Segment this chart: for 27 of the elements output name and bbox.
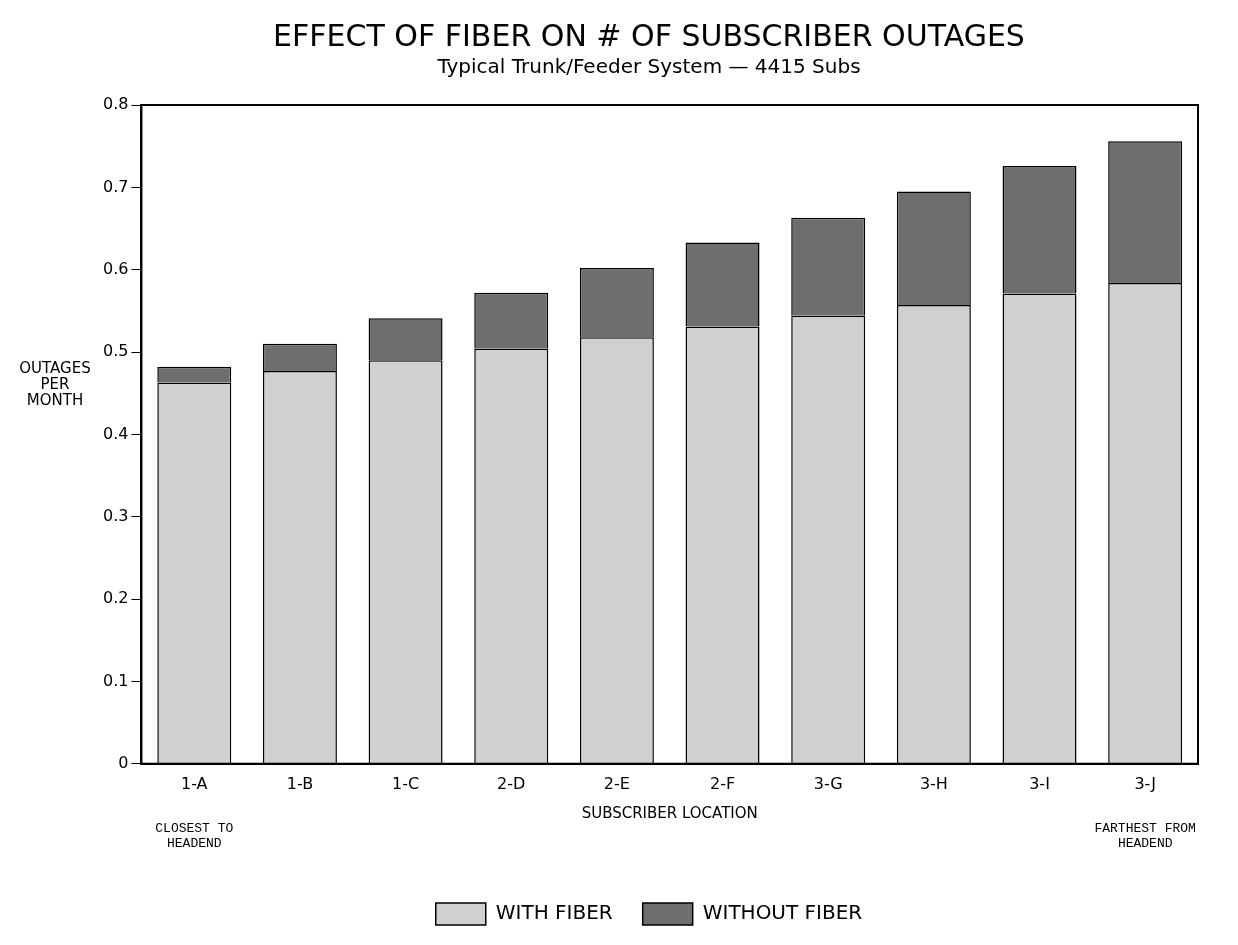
x-tick-label: 3-G	[813, 773, 843, 793]
y-tick-label: 0	[118, 752, 129, 772]
text: FARTHEST FROM HEADEND	[1094, 820, 1196, 851]
y-tick-label: 0.8	[102, 94, 129, 114]
chart-title: EFFECT OF FIBER ON # OF SUBSCRIBER OUTAGES	[273, 17, 1025, 53]
x-tick-label: 1-A	[181, 773, 208, 793]
legend-label: WITH FIBER	[495, 900, 613, 925]
x-tick-label: 3-I	[1029, 773, 1050, 793]
y-tick-label: 0.2	[102, 588, 129, 608]
x-tick-label: 2-F	[709, 773, 736, 793]
text: CLOSEST TO HEADEND	[155, 820, 234, 851]
y-tick-label: 0.1	[102, 670, 129, 690]
y-tick-label: 0.3	[102, 505, 129, 525]
y-tick-label: 0.6	[102, 258, 129, 278]
y-tick-label: 0.4	[102, 423, 129, 443]
x-tick-label: 2-D	[497, 773, 526, 793]
x-tick-label: 1-C	[392, 773, 420, 793]
y-tick-label: 0.5	[102, 341, 129, 361]
y-tick-label: 0.7	[102, 176, 129, 196]
x-axis-title: SUBSCRIBER LOCATION	[581, 803, 758, 822]
y-axis-title: OUTAGES PER MONTH	[19, 358, 91, 409]
x-tick-label: 3-J	[1134, 773, 1156, 793]
legend-label: WITHOUT FIBER	[702, 900, 863, 925]
x-tick-label: 1-B	[286, 773, 314, 793]
x-tick-label: 3-H	[919, 773, 948, 793]
x-tick-label: 2-E	[603, 773, 630, 793]
chart-subtitle: Typical Trunk/Feeder System — 4415 Subs	[436, 54, 861, 79]
